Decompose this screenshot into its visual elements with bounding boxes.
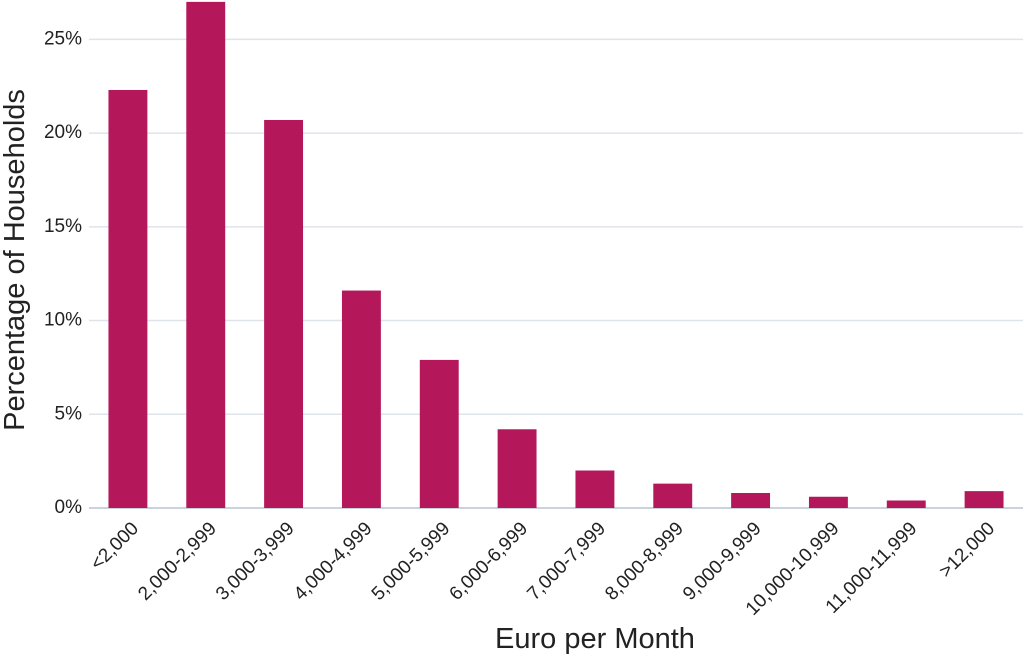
y-tick-label: 25% (44, 28, 82, 49)
x-tick-label: 7,000-7,999 (523, 518, 610, 605)
x-tick-label: 2,000-2,999 (134, 518, 221, 605)
x-axis-title: Euro per Month (495, 623, 695, 655)
bar (341, 290, 381, 508)
x-tick-label: 8,000-8,999 (601, 518, 688, 605)
bar (264, 119, 304, 508)
y-axis-title: Percentage of Households (0, 89, 31, 431)
y-tick-label: 5% (55, 403, 83, 424)
x-tick-label: 3,000-3,999 (212, 518, 299, 605)
x-tick-label: >12,000 (935, 518, 999, 582)
bar (808, 496, 848, 508)
bar (731, 493, 771, 508)
bar (186, 1, 226, 508)
y-tick-label: 0% (55, 497, 83, 518)
x-tick-label: 5,000-5,999 (368, 518, 455, 605)
bar (886, 500, 926, 508)
x-tick-label: <2,000 (87, 518, 143, 574)
x-tick-label: 6,000-6,999 (446, 518, 533, 605)
bar (108, 89, 148, 509)
y-tick-label: 20% (44, 122, 82, 143)
y-tick-label: 15% (44, 216, 82, 237)
bar (419, 359, 459, 508)
bar (964, 491, 1004, 508)
bar (575, 470, 615, 508)
bar (497, 429, 537, 508)
bar (653, 483, 693, 508)
x-tick-label: 9,000-9,999 (679, 518, 766, 605)
y-tick-label: 10% (44, 310, 82, 331)
x-tick-label: 4,000-4,999 (290, 518, 377, 605)
